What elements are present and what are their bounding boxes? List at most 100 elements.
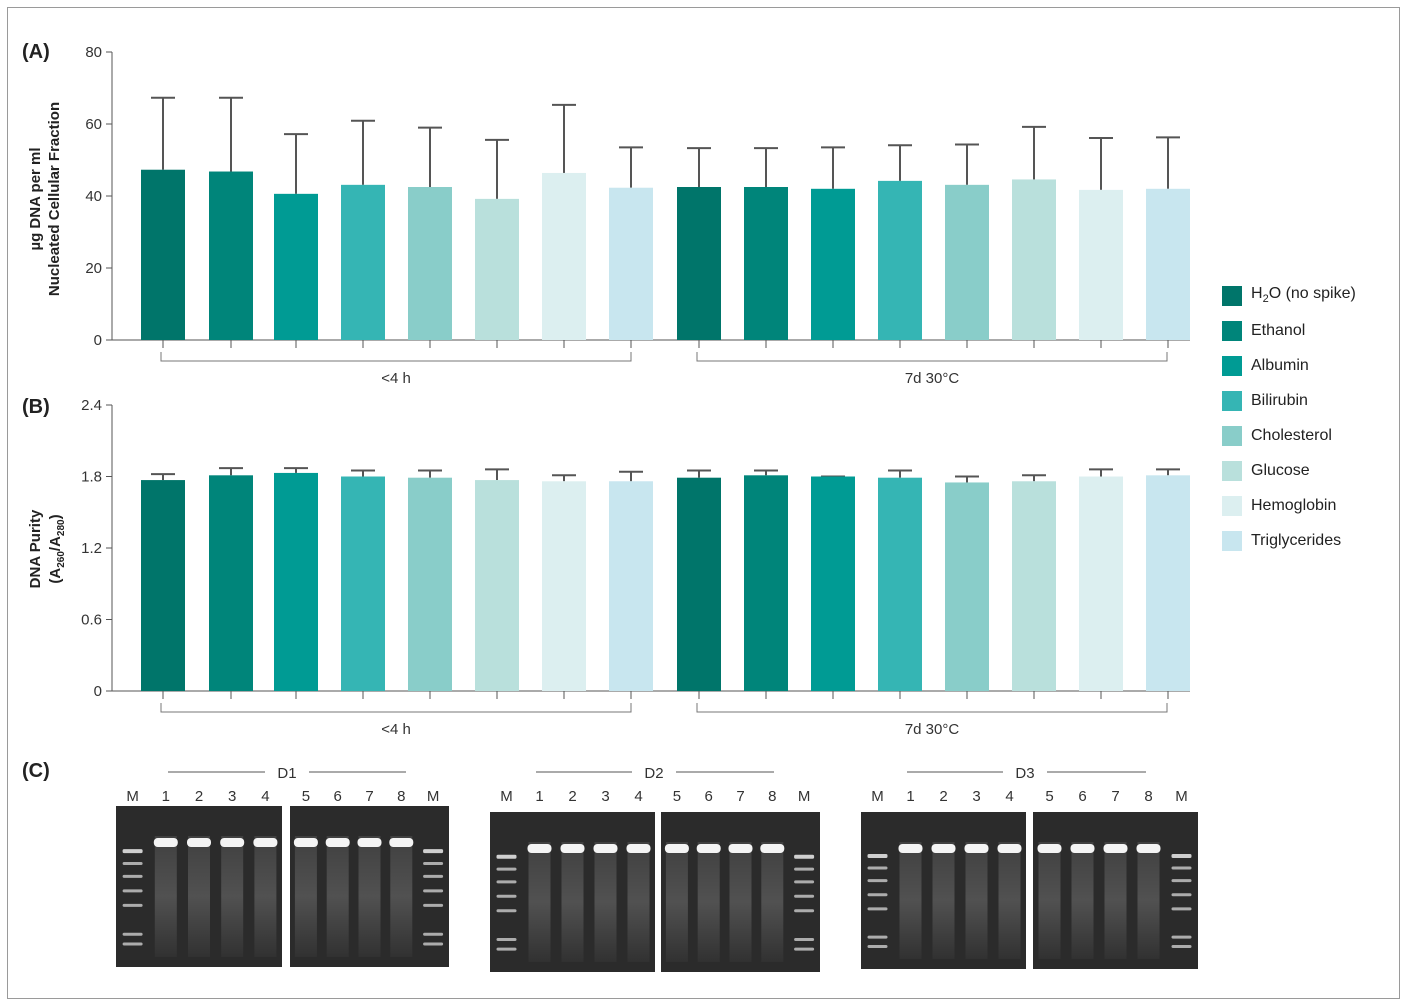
lane-label: M <box>126 788 139 805</box>
ladder-band <box>867 853 888 858</box>
lane-smear <box>627 842 650 962</box>
ladder-band <box>496 880 517 884</box>
lane-label: 1 <box>162 788 170 805</box>
legend-item: H2O (no spike) <box>1222 278 1392 313</box>
dna-band <box>760 844 785 853</box>
ladder-band <box>496 947 517 951</box>
dna-band <box>696 844 721 853</box>
lane-smear <box>697 842 720 962</box>
chart-b-ylabel-close: ) <box>47 514 64 519</box>
ladder-band <box>496 867 517 871</box>
ladder-band <box>867 935 888 939</box>
group-label: 7d 30°C <box>905 370 960 387</box>
panel-label-c: (C) <box>22 760 50 782</box>
lane-label: 6 <box>1078 788 1086 805</box>
bar <box>341 184 385 340</box>
bar <box>141 169 185 340</box>
lane-label: 7 <box>736 788 744 805</box>
ladder-band <box>423 874 444 878</box>
bar <box>677 187 721 340</box>
lane-smear <box>561 842 584 962</box>
bar <box>1012 481 1056 691</box>
legend-label: Glucose <box>1251 461 1310 479</box>
lane-label: 7 <box>365 788 373 805</box>
lane-smear <box>154 836 177 957</box>
dna-band <box>1136 844 1161 853</box>
legend-label-h2o: H2O (no spike) <box>1251 285 1356 306</box>
lane-label: 8 <box>768 788 776 805</box>
lane-smear <box>1071 842 1094 959</box>
dna-band <box>389 838 414 847</box>
dna-band <box>1103 844 1128 853</box>
ladder-band <box>794 938 815 941</box>
dna-band <box>997 844 1022 853</box>
legend-swatch <box>1222 425 1242 446</box>
bar <box>341 476 385 691</box>
ladder-band <box>122 874 143 878</box>
chart-b-ylabel-mid: /A <box>47 536 64 551</box>
ladder-band <box>122 889 143 893</box>
ladder-band <box>496 894 517 898</box>
legend-label: Hemoglobin <box>1251 496 1337 514</box>
lane-label: 2 <box>195 788 203 805</box>
lane-smear <box>932 842 955 959</box>
lane-label: 5 <box>302 788 310 805</box>
ladder-band <box>867 879 888 883</box>
bar <box>274 472 318 691</box>
legend-item: Ethanol <box>1222 313 1392 348</box>
bar <box>542 481 586 691</box>
lane-label: M <box>871 788 884 805</box>
legend: H2O (no spike) Ethanol Albumin Bilirubin… <box>1222 278 1392 558</box>
ladder-band <box>867 893 888 897</box>
legend-swatch <box>1222 285 1242 306</box>
dna-band <box>560 844 585 853</box>
dna-band <box>964 844 989 853</box>
dna-band <box>898 844 923 853</box>
bar <box>475 480 519 691</box>
bar <box>1079 189 1123 340</box>
ladder-band <box>867 907 888 911</box>
dna-band <box>664 844 689 853</box>
lane-label: 8 <box>397 788 405 805</box>
bar <box>1012 179 1056 340</box>
lane-smear <box>1038 842 1061 959</box>
lane-label: 6 <box>705 788 713 805</box>
ladder-band <box>496 854 517 859</box>
dna-band <box>1070 844 1095 853</box>
dna-band <box>220 838 245 847</box>
donor-label-bg <box>265 760 309 784</box>
y-tick-label: 80 <box>85 44 102 61</box>
ladder-band <box>794 867 815 871</box>
bar <box>141 480 185 691</box>
lane-label: 2 <box>568 788 576 805</box>
lane-smear <box>899 842 922 959</box>
ladder-band <box>122 861 143 865</box>
ladder-band <box>794 947 815 951</box>
figure-frame <box>7 7 1400 999</box>
ladder-band <box>122 849 143 854</box>
bar <box>609 187 653 340</box>
donor-label-bg <box>632 760 676 784</box>
chart-b: 0 0.6 1.2 1.8 2.4 <4 h 7d 30°C <box>81 397 1190 738</box>
gel-images: D1 M 1 2 3 4 5 6 7 8 M D2 M 1 2 3 4 5 6 7 8 M D3 M 1 2 3 4 5 6 7 8 M <box>116 760 1198 972</box>
lane-label: M <box>500 788 513 805</box>
lane-label: 3 <box>601 788 609 805</box>
dna-band <box>253 838 278 847</box>
lane-label: 7 <box>1111 788 1119 805</box>
bar <box>811 476 855 691</box>
ladder-band <box>867 866 888 870</box>
panel-label-a: (A) <box>22 41 50 63</box>
bar <box>542 172 586 340</box>
ladder-band <box>423 932 444 936</box>
legend-item: Albumin <box>1222 348 1392 383</box>
lane-smear <box>1137 842 1160 959</box>
lane-label: M <box>1175 788 1188 805</box>
bar <box>475 198 519 340</box>
dna-band <box>1037 844 1062 853</box>
legend-swatch <box>1222 495 1242 516</box>
bar <box>945 482 989 691</box>
bar <box>274 193 318 340</box>
legend-swatch <box>1222 530 1242 551</box>
lane-smear <box>528 842 551 962</box>
group-label: <4 h <box>381 370 411 387</box>
